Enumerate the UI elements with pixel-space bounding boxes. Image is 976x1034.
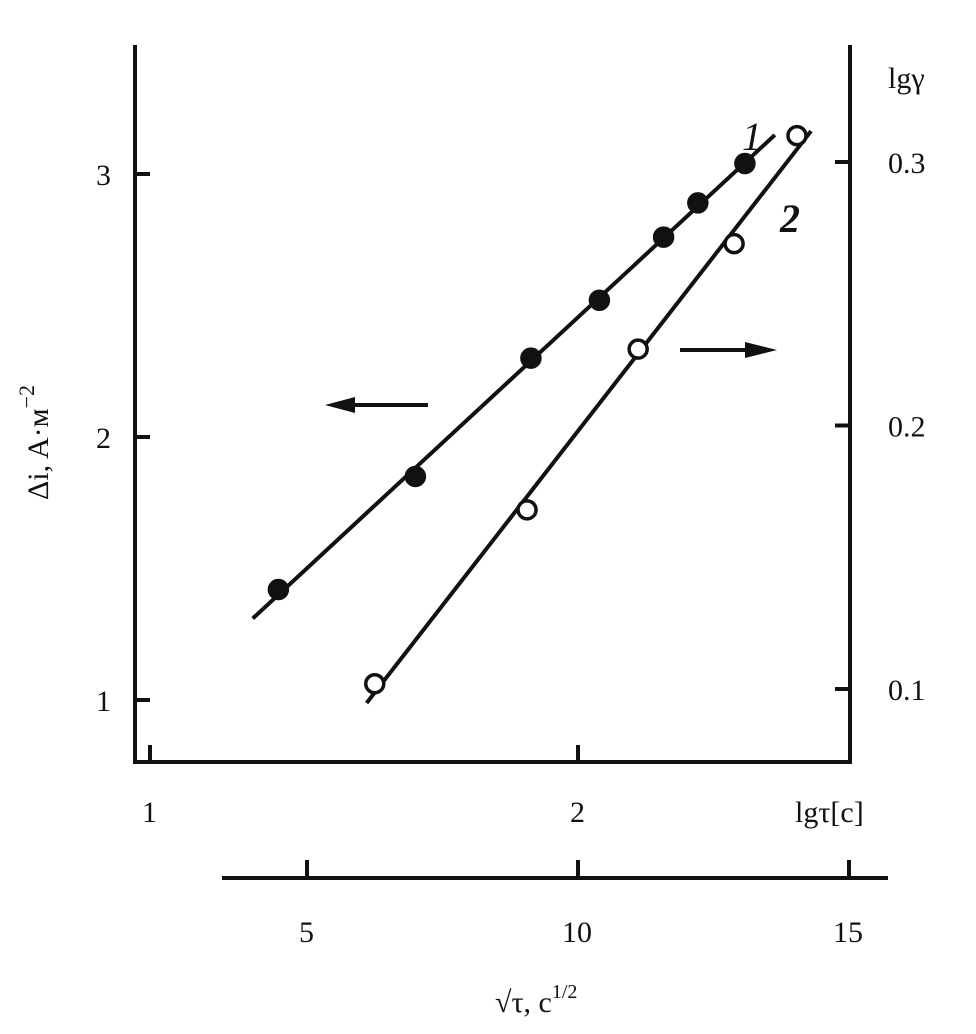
series-2-point (627, 338, 649, 360)
series-2-arrow-head (745, 342, 777, 358)
series-1-point (652, 226, 675, 248)
left-axis-label-sup: −2 (14, 385, 39, 408)
second-axis-label-sup: 1/2 (552, 981, 578, 1003)
series-2-point (786, 124, 808, 147)
series-1-label: 1 (742, 114, 762, 159)
series-2-point (364, 672, 386, 695)
right-tick-label: 0.1 (888, 674, 926, 707)
second-bottom-tick-label: 15 (833, 916, 863, 949)
series-2-point (723, 232, 745, 255)
series-2-label: 2 (779, 196, 800, 241)
bottom-tick-label: 2 (570, 796, 585, 829)
series-1-point (520, 347, 542, 369)
second-bottom-tick-label: 5 (299, 916, 314, 949)
left-axis-label-main: Δi, A·м (22, 408, 55, 500)
series-1-point (267, 578, 290, 601)
series-1-fit-line (251, 133, 777, 620)
left-tick-label: 2 (96, 422, 111, 455)
right-tick-label: 0.3 (888, 147, 926, 180)
right-axis-label: lgγ (888, 62, 925, 95)
second-axis-label-main: √τ, c (495, 986, 552, 1019)
series-1-point (734, 152, 756, 175)
right-tick-label: 0.2 (888, 411, 926, 444)
left-tick-label: 3 (96, 159, 111, 192)
series-1-point (588, 289, 611, 311)
second-bottom-tick-label: 10 (562, 916, 592, 949)
series-2-fit-line (365, 129, 813, 705)
series-1-point (687, 192, 709, 214)
bottom-axis-label: lgτ[c] (795, 796, 864, 829)
left-tick-label: 1 (96, 685, 111, 718)
series-1-arrow-head (325, 397, 355, 413)
series-1-point (404, 465, 427, 488)
second-bottom-axis-label: √τ, c1/2 (495, 981, 577, 1019)
series-2-point (516, 499, 538, 521)
bottom-tick-label: 1 (142, 796, 157, 829)
left-axis-label: Δi, A·м−2 (14, 385, 55, 500)
